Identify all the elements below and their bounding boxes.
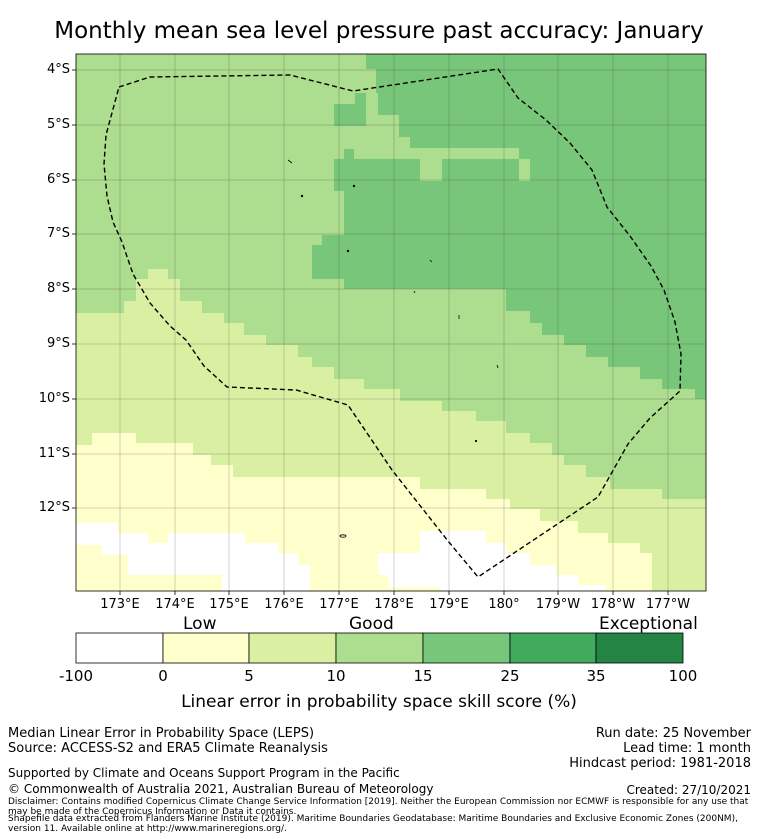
- chart-title: Monthly mean sea level pressure past acc…: [54, 18, 704, 44]
- hindcast-period: Hindcast period: 1981-2018: [569, 756, 751, 771]
- colorbar-tick: 100: [668, 667, 698, 685]
- colorbar: [75, 632, 684, 664]
- skill-region-5-10: [76, 269, 706, 591]
- colorbar-tick: -100: [58, 667, 94, 685]
- lat-label: 7°S: [46, 226, 70, 241]
- created-date: Created: 27/10/2021: [626, 783, 751, 797]
- skill-region-0-5-b: [76, 545, 222, 591]
- category-label-good: Good: [349, 614, 394, 634]
- lon-label: 175°E: [209, 597, 249, 612]
- lat-label: 11°S: [38, 446, 70, 461]
- colorbar-bin-3: [248, 632, 337, 664]
- islands: [287, 159, 499, 538]
- run-date: Run date: 25 November: [595, 726, 751, 741]
- skill-region-0-5: [76, 433, 652, 591]
- lon-label: 177°E: [319, 597, 359, 612]
- colorbar-tick: 15: [413, 667, 433, 685]
- lon-label: 180°: [488, 597, 520, 612]
- support-note: Supported by Climate and Oceans Support …: [8, 766, 400, 780]
- colorbar-tick: 10: [326, 667, 346, 685]
- lat-label: 9°S: [46, 336, 70, 351]
- lat-label: 10°S: [38, 391, 70, 406]
- colorbar-bin-4: [335, 632, 424, 664]
- colorbar-tick: 35: [586, 667, 606, 685]
- lon-label: 179°E: [429, 597, 469, 612]
- skill-region-15-25: [312, 54, 706, 399]
- colorbar-bin-6: [509, 632, 597, 664]
- colorbar-bin-5: [422, 632, 511, 664]
- lon-label: 179°W: [535, 597, 581, 612]
- category-label-low: Low: [183, 614, 217, 634]
- lat-label: 6°S: [46, 172, 70, 187]
- colorbar-bin-2: [162, 632, 250, 664]
- lon-label: 178°E: [374, 597, 414, 612]
- lead-time: Lead time: 1 month: [623, 741, 751, 756]
- lat-label: 12°S: [38, 500, 70, 515]
- footer-method: Median Linear Error in Probability Space…: [8, 726, 315, 741]
- map-frame: [75, 53, 707, 592]
- lon-label: 177°W: [645, 597, 691, 612]
- lon-label: 178°W: [590, 597, 636, 612]
- graticule: [76, 54, 706, 591]
- lat-label: 5°S: [46, 117, 70, 132]
- colorbar-bin-7: [595, 632, 684, 664]
- lon-label: 176°E: [264, 597, 304, 612]
- lon-label: 173°E: [100, 597, 140, 612]
- axis-ticks: [72, 69, 669, 595]
- category-label-exceptional: Exceptional: [599, 614, 698, 634]
- colorbar-tick: 25: [500, 667, 520, 685]
- lat-label: 8°S: [46, 281, 70, 296]
- footer-source: Source: ACCESS-S2 and ERA5 Climate Reana…: [8, 741, 328, 756]
- copyright: © Commonwealth of Australia 2021, Austra…: [8, 782, 434, 796]
- disclaimer: Disclaimer: Contains modified Copernicus…: [8, 797, 749, 817]
- shapefile-credit: Shapefile data extracted from Flanders M…: [8, 814, 738, 834]
- colorbar-bin-1: [75, 632, 164, 664]
- colorbar-tick: 0: [158, 667, 168, 685]
- lat-label: 4°S: [46, 62, 70, 77]
- colorbar-tick: 5: [244, 667, 254, 685]
- eez-boundary: [103, 68, 682, 578]
- lon-label: 174°E: [155, 597, 195, 612]
- colorbar-title: Linear error in probability space skill …: [181, 692, 577, 712]
